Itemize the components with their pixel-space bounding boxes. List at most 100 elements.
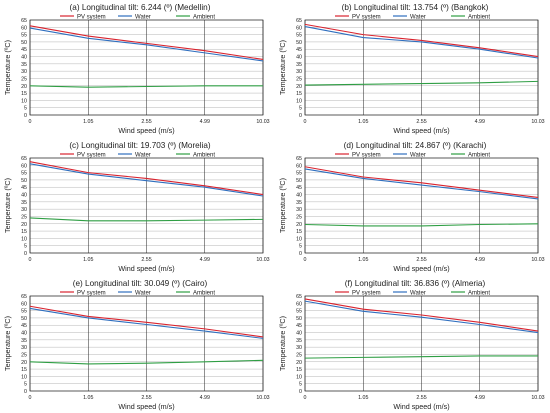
series-line-ambient — [29, 359, 264, 365]
series-line-pv-system — [304, 298, 539, 332]
x-tick-label: 0 — [304, 257, 307, 263]
y-tick-label: 10 — [296, 374, 302, 380]
chart-panel-3: (c) Longitudinal tilt: 19.703 (º) (Morel… — [3, 141, 270, 273]
x-tick-label: 4.99 — [475, 395, 485, 401]
y-tick-label: 20 — [296, 84, 302, 90]
y-tick-label: 40 — [21, 331, 27, 337]
chart-panel-2: (b) Longitudinal tilt: 13.754 (º) (Bangk… — [278, 3, 545, 135]
x-tick-label: 10.03 — [531, 257, 544, 263]
legend-label: PV system — [352, 15, 381, 21]
y-tick-label: 40 — [296, 55, 302, 61]
y-tick-label: 45 — [296, 185, 302, 191]
x-tick-label: 10.03 — [256, 257, 269, 263]
y-tick-label: 60 — [296, 25, 302, 31]
y-tick-label: 65 — [21, 156, 27, 162]
y-tick-label: 55 — [21, 33, 27, 39]
legend-label: PV system — [352, 291, 381, 297]
y-tick-label: 50 — [296, 316, 302, 322]
x-tick-label: 2.55 — [141, 395, 151, 401]
series-line-water — [304, 26, 539, 59]
series-line-pv-system — [29, 25, 264, 61]
series-line-ambient — [29, 85, 263, 88]
legend-label: Ambient — [193, 153, 215, 159]
y-tick-label: 0 — [299, 251, 302, 257]
y-axis-label: Temperature (ºC) — [3, 40, 12, 95]
series-line-water — [304, 168, 539, 200]
y-tick-label: 40 — [21, 55, 27, 61]
y-tick-label: 15 — [296, 229, 302, 235]
y-tick-label: 35 — [21, 338, 27, 344]
x-tick-label: 1.05 — [358, 257, 368, 263]
y-tick-label: 15 — [296, 367, 302, 373]
y-tick-label: 30 — [296, 345, 302, 351]
y-tick-label: 45 — [21, 185, 27, 191]
chart-panel-6: (f) Longitudinal tilt: 36.836 (º) (Almer… — [278, 279, 545, 411]
y-tick-label: 50 — [21, 178, 27, 184]
series-line-water — [304, 300, 539, 334]
series-line-water — [29, 27, 264, 62]
legend-label: Ambient — [468, 153, 490, 159]
x-axis-label: Wind speed (m/s) — [118, 126, 174, 135]
y-axis-label: Temperature (ºC) — [278, 316, 287, 371]
y-tick-label: 45 — [21, 47, 27, 53]
y-tick-label: 45 — [21, 323, 27, 329]
x-axis-label: Wind speed (m/s) — [118, 402, 174, 411]
chart-title: (d) Longitudinal tilt: 24.867 (º) (Karac… — [344, 141, 487, 150]
legend-label: Water — [410, 153, 426, 159]
plot-frame — [304, 19, 539, 116]
series-line-pv-system — [304, 166, 539, 199]
y-tick-label: 10 — [21, 374, 27, 380]
y-tick-label: 40 — [21, 193, 27, 199]
x-tick-label: 2.55 — [141, 119, 151, 125]
y-tick-label: 25 — [21, 76, 27, 82]
y-tick-label: 30 — [21, 69, 27, 75]
x-tick-label: 1.05 — [83, 395, 93, 401]
series-line-ambient — [304, 355, 538, 359]
y-axis-label: Temperature (ºC) — [278, 40, 287, 95]
legend-label: Water — [410, 291, 426, 297]
y-tick-label: 20 — [296, 360, 302, 366]
legend-label: PV system — [77, 291, 106, 297]
y-tick-label: 60 — [296, 163, 302, 169]
y-tick-label: 50 — [21, 40, 27, 46]
x-tick-label: 10.03 — [531, 395, 544, 401]
y-tick-label: 30 — [296, 207, 302, 213]
x-axis-label: Wind speed (m/s) — [393, 402, 449, 411]
legend-label: Water — [135, 291, 151, 297]
y-tick-label: 55 — [296, 171, 302, 177]
x-tick-label: 2.55 — [141, 257, 151, 263]
x-tick-label: 4.99 — [200, 257, 210, 263]
legend-label: Ambient — [468, 291, 490, 297]
x-tick-label: 2.55 — [416, 257, 426, 263]
series-line-pv-system — [304, 23, 539, 58]
y-tick-label: 65 — [296, 18, 302, 24]
plot-frame — [29, 295, 264, 392]
series-line-water — [29, 163, 264, 197]
x-tick-label: 10.03 — [256, 119, 269, 125]
x-tick-label: 1.05 — [83, 257, 93, 263]
x-axis-label: Wind speed (m/s) — [118, 264, 174, 273]
y-tick-label: 0 — [24, 251, 27, 257]
y-tick-label: 20 — [21, 360, 27, 366]
y-tick-label: 10 — [21, 236, 27, 242]
series-line-ambient — [304, 223, 539, 227]
x-tick-label: 4.99 — [200, 395, 210, 401]
y-tick-label: 45 — [296, 47, 302, 53]
legend-label: Ambient — [193, 291, 215, 297]
y-tick-label: 60 — [296, 301, 302, 307]
y-tick-label: 5 — [299, 382, 302, 388]
y-tick-label: 20 — [296, 222, 302, 228]
y-tick-label: 35 — [21, 62, 27, 68]
y-tick-label: 35 — [296, 62, 302, 68]
y-tick-label: 20 — [21, 84, 27, 90]
y-tick-label: 5 — [24, 106, 27, 112]
y-tick-label: 25 — [21, 214, 27, 220]
chart-title: (e) Longitudinal tilt: 30.049 (º) (Cairo… — [73, 279, 208, 288]
series-line-water — [29, 307, 264, 339]
legend-label: Water — [135, 153, 151, 159]
y-tick-label: 15 — [21, 367, 27, 373]
y-tick-label: 35 — [296, 200, 302, 206]
y-axis-label: Temperature (ºC) — [3, 316, 12, 371]
chart-panel-1: (a) Longitudinal tilt: 6.244 (º) (Medell… — [3, 3, 270, 135]
